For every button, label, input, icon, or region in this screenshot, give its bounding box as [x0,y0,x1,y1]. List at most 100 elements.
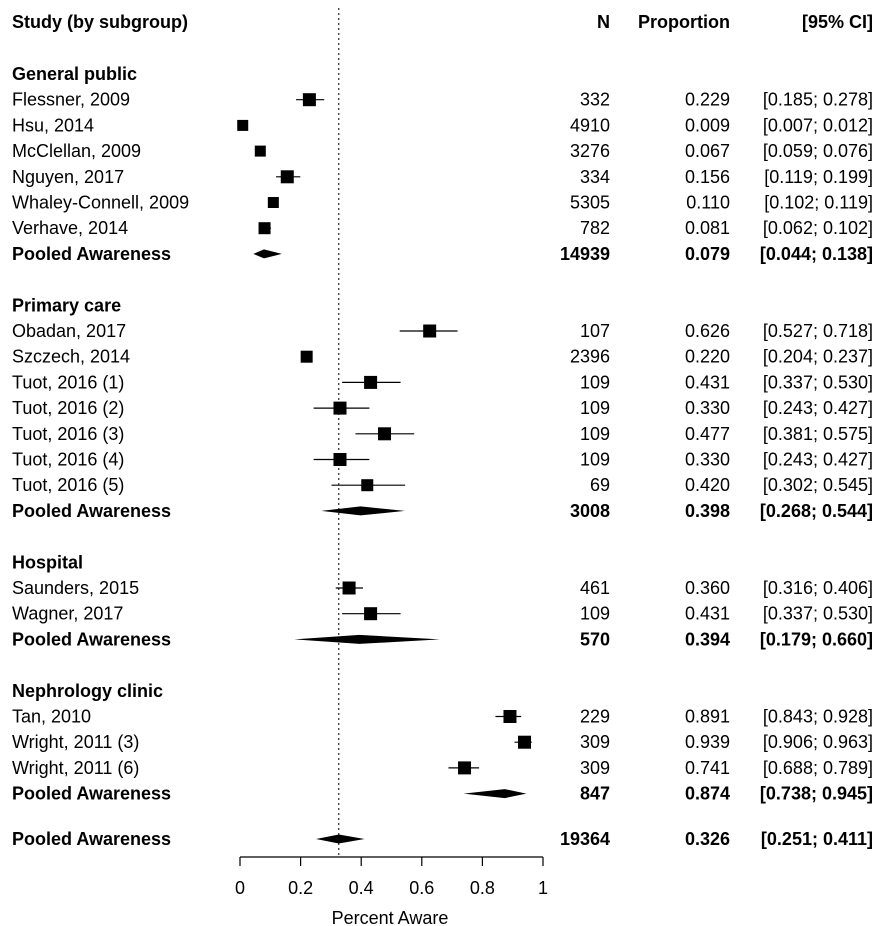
study-ci: [0.906; 0.963] [763,732,873,752]
estimate-square [237,119,249,131]
overall-ci: [0.251; 0.411] [761,829,873,849]
study-label: Tuot, 2016 (4) [12,450,124,470]
study-proportion: 0.477 [685,424,730,444]
study-n: 782 [580,218,610,238]
study-n: 109 [580,398,610,418]
study-label: Tan, 2010 [12,707,91,727]
study-ci: [0.007; 0.012] [763,115,873,135]
study-n: 3276 [570,141,610,161]
estimate-square [333,453,347,466]
study-proportion: 0.420 [685,475,730,495]
study-n: 109 [580,372,610,392]
study-ci: [0.243; 0.427] [763,450,873,470]
pooled-n: 14939 [560,244,610,264]
x-tick-label: 0.6 [409,878,434,898]
x-tick-label: 0.2 [288,878,313,898]
overall-proportion: 0.326 [685,829,730,849]
study-proportion: 0.741 [685,758,730,778]
pooled-n: 3008 [570,501,610,521]
study-ci: [0.843; 0.928] [763,707,873,727]
estimate-square [280,170,294,184]
header-proportion: Proportion [638,12,730,32]
study-ci: [0.381; 0.575] [763,424,873,444]
subgroup-title: General public [12,64,137,84]
pooled-label: Pooled Awareness [12,784,171,804]
study-label: Whaley-Connell, 2009 [12,193,189,213]
estimate-square [378,427,392,441]
x-tick-label: 0.4 [349,878,374,898]
study-ci: [0.688; 0.789] [763,758,873,778]
pooled-ci: [0.738; 0.945] [760,784,873,804]
study-n: 309 [580,758,610,778]
study-ci: [0.204; 0.237] [763,347,873,367]
study-label: Obadan, 2017 [12,321,126,341]
study-n: 107 [580,321,610,341]
study-label: Tuot, 2016 (1) [12,372,124,392]
study-proportion: 0.156 [685,167,730,187]
study-ci: [0.337; 0.530] [763,372,873,392]
estimate-square [518,735,532,749]
estimate-square [342,581,356,595]
pooled-ci: [0.044; 0.138] [760,244,873,264]
estimate-square [302,93,316,107]
study-n: 461 [580,578,610,598]
study-n: 69 [590,475,610,495]
pooled-proportion: 0.398 [685,501,730,521]
overall-diamond [316,834,365,844]
study-ci: [0.062; 0.102] [763,218,873,238]
study-label: Tuot, 2016 (5) [12,475,124,495]
pooled-proportion: 0.874 [685,784,730,804]
pooled-ci: [0.268; 0.544] [760,501,873,521]
study-label: McClellan, 2009 [12,141,141,161]
overall-n: 19364 [560,829,610,849]
study-n: 332 [580,90,610,110]
study-proportion: 0.067 [685,141,730,161]
estimate-square [254,145,266,157]
study-n: 109 [580,604,610,624]
study-ci: [0.316; 0.406] [763,578,873,598]
estimate-square [423,324,437,338]
study-proportion: 0.431 [685,604,730,624]
study-label: Flessner, 2009 [12,90,130,110]
study-proportion: 0.220 [685,347,730,367]
estimate-square [364,607,378,621]
pooled-diamond [321,506,405,516]
study-proportion: 0.431 [685,372,730,392]
study-n: 109 [580,450,610,470]
study-label: Nguyen, 2017 [12,167,124,187]
estimate-square [458,761,472,775]
study-label: Tuot, 2016 (2) [12,398,124,418]
x-tick-label: 0.8 [470,878,495,898]
study-n: 309 [580,732,610,752]
study-label: Wright, 2011 (6) [12,758,139,778]
study-proportion: 0.009 [685,115,730,135]
study-ci: [0.243; 0.427] [763,398,873,418]
forest-rows: General public Flessner, 2009 332 0.229 [0.1… [12,64,873,849]
study-label: Tuot, 2016 (3) [12,424,124,444]
pooled-n: 570 [580,629,610,649]
estimate-square [333,401,347,415]
study-n: 2396 [570,347,610,367]
pooled-diamond [294,634,440,644]
estimate-square [300,350,313,363]
x-tick-label: 1 [538,878,548,898]
study-proportion: 0.229 [685,90,730,110]
study-n: 334 [580,167,610,187]
study-proportion: 0.360 [685,578,730,598]
pooled-label: Pooled Awareness [12,629,171,649]
study-label: Wagner, 2017 [12,604,123,624]
x-axis-label: Percent Aware [332,908,449,926]
header-ci: [95% CI] [802,12,873,32]
study-proportion: 0.330 [685,450,730,470]
study-proportion: 0.330 [685,398,730,418]
study-ci: [0.302; 0.545] [763,475,873,495]
pooled-label: Pooled Awareness [12,501,171,521]
estimate-square [267,197,279,208]
study-proportion: 0.081 [685,218,730,238]
study-proportion: 0.110 [686,193,730,213]
pooled-diamond [253,249,282,259]
estimate-square [258,222,271,235]
study-n: 4910 [570,115,610,135]
study-ci: [0.102; 0.119] [764,193,873,213]
